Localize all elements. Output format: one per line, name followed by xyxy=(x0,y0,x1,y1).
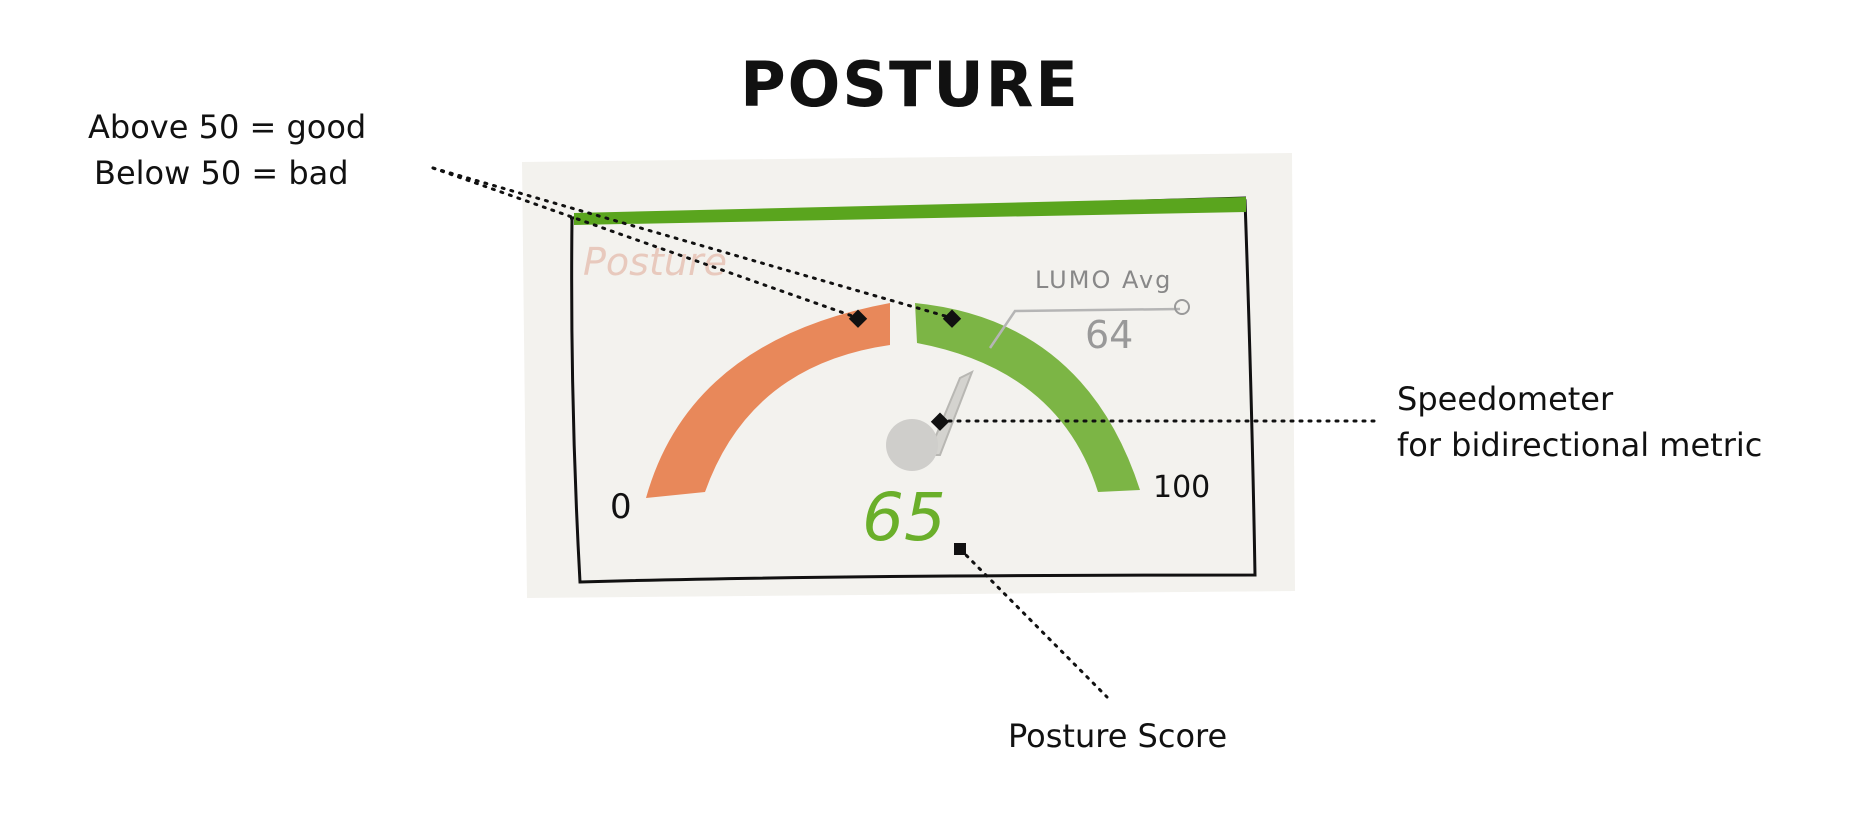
bad-arc xyxy=(646,303,890,498)
annotation-marker-icon xyxy=(848,309,868,328)
average-end-circle xyxy=(1174,299,1190,315)
header-bar xyxy=(574,197,1246,225)
threshold-leader-to-bad xyxy=(431,166,860,320)
speedometer-annotation-line1: Speedometer xyxy=(1397,380,1614,418)
score-value: 65 xyxy=(862,479,946,556)
threshold-annotation: Above 50 = good Below 50 = bad xyxy=(88,104,366,196)
scale-min-label: 0 xyxy=(610,487,632,527)
good-arc xyxy=(915,303,1140,492)
score-leader xyxy=(958,547,1109,699)
threshold-annotation-line1: Above 50 = good xyxy=(88,108,367,146)
widget-frame xyxy=(570,198,1257,584)
average-value: 64 xyxy=(1085,313,1133,357)
threshold-leader-to-good xyxy=(431,166,954,320)
average-label: LUMO Avg xyxy=(1035,266,1172,294)
annotation-marker-icon xyxy=(954,543,966,555)
speedometer-annotation: Speedometer for bidirectional metric xyxy=(1397,376,1762,468)
average-leader-line xyxy=(988,307,1181,349)
score-annotation: Posture Score xyxy=(1008,717,1228,755)
page-title: POSTURE xyxy=(740,48,1080,121)
speedometer-annotation-line2: for bidirectional metric xyxy=(1397,426,1763,464)
scale-max-label: 100 xyxy=(1153,470,1210,505)
annotation-marker-icon xyxy=(930,412,950,431)
annotation-marker-icon xyxy=(942,309,962,328)
gauge-needle-icon xyxy=(886,369,974,471)
threshold-annotation-line2: Below 50 = bad xyxy=(94,154,349,192)
